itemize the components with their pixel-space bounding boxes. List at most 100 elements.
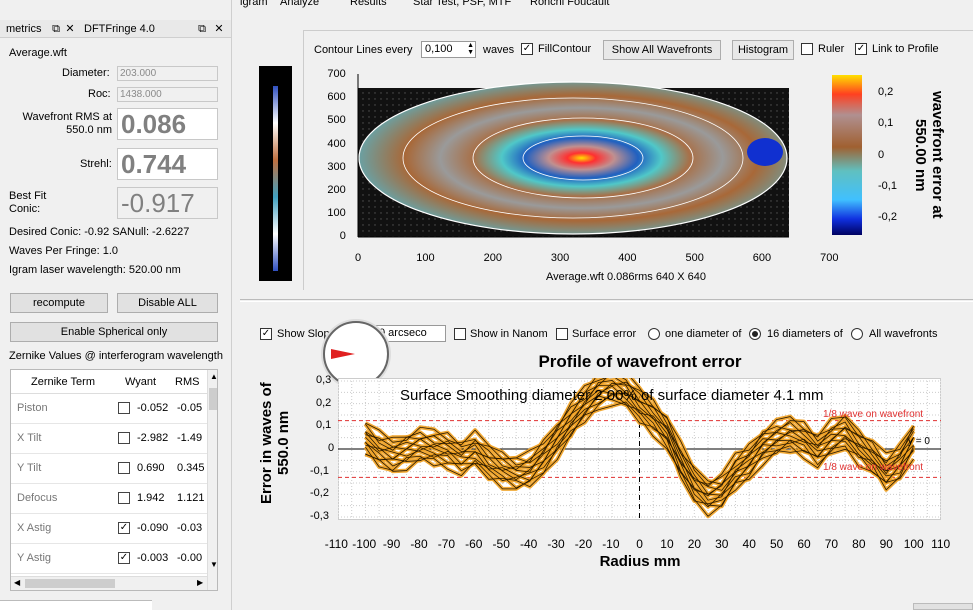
contour-y-tick: 100 (327, 207, 346, 220)
x-tick-label: 50 (769, 537, 784, 551)
diameter-field[interactable]: 203.000 (117, 66, 218, 81)
hscroll-thumb[interactable] (25, 579, 115, 588)
zernike-term: Defocus (17, 492, 58, 504)
zernike-wyant: -0.090 (137, 522, 169, 534)
col-rms[interactable]: RMS (175, 376, 200, 388)
colorbar-tick: 0 (878, 148, 885, 161)
enable-spherical-button[interactable]: Enable Spherical only (10, 322, 218, 342)
col-zernike-term[interactable]: Zernike Term (31, 376, 95, 388)
wavefront-file-name: Average.wft (9, 47, 67, 59)
tab-results[interactable]: Results (350, 0, 387, 8)
colorbar-tick: 0,2 (878, 86, 894, 98)
fill-contour-checkbox[interactable]: ✓ (521, 43, 533, 55)
surface-error-checkbox[interactable] (556, 328, 568, 340)
zernike-checkbox[interactable]: ✓ (118, 552, 130, 564)
slope-dial[interactable] (323, 321, 389, 387)
zernike-row[interactable]: Y Astig ✓ -0.003 -0.00 (11, 544, 207, 574)
show-all-wavefronts-button[interactable]: Show All Wavefronts (603, 40, 721, 60)
y-axis-label: Error in waves of 550.0 nm (258, 382, 292, 504)
histogram-button[interactable]: Histogram (732, 40, 794, 60)
x-tick-label: -100 (352, 537, 377, 551)
tab-analyze[interactable]: Analyze (280, 0, 320, 8)
rms-value: 0.086 (117, 108, 218, 140)
zernike-term: X Astig (17, 522, 52, 534)
scroll-left-icon[interactable]: ◀ (14, 578, 21, 587)
zernike-checkbox[interactable] (118, 432, 130, 444)
contour-x-tick: 500 (685, 252, 704, 264)
contour-y-tick: 200 (327, 184, 346, 196)
splitter[interactable] (240, 299, 973, 302)
contour-x-tick: 700 (820, 252, 839, 264)
spin-icon[interactable]: ▲ ▼ (467, 42, 474, 56)
x-tick-label: 90 (879, 537, 893, 551)
dock-divider (231, 0, 232, 610)
contour-spinbox[interactable]: 0,100 ▲ ▼ (421, 41, 476, 58)
upper-reference-label: 1/8 wave on wavefront (823, 409, 924, 420)
profile-chart[interactable] (338, 378, 941, 520)
zernike-rms: -0.05 (177, 402, 203, 414)
x-tick-label: -90 (382, 537, 401, 551)
slope-value: 0 arcseco (379, 327, 427, 339)
zernike-checkbox[interactable] (118, 462, 130, 474)
x-axis-label: Radius mm (599, 553, 681, 570)
zernike-row[interactable]: Y Tilt 0.690 0.345 (11, 454, 207, 484)
tab-ronchi[interactable]: Ronchi Foucault (530, 0, 610, 8)
sixteen-diameters-label: 16 diameters of (767, 328, 843, 340)
contour-plot[interactable] (300, 60, 973, 290)
contour-x-tick: 600 (752, 252, 772, 264)
zernike-wyant: 0.690 (137, 462, 165, 474)
contour-y-tick: 600 (327, 91, 346, 104)
zernike-row[interactable]: X Tilt -2.982 -1.49 (11, 424, 207, 454)
dock-tab-metrics[interactable]: metrics (6, 23, 42, 35)
dock-tab-dftfringe[interactable]: DFTFringe 4.0 (84, 23, 155, 35)
dock-titlebar: metrics ⧉ ✕ DFTFringe 4.0 ⧉ ✕ (0, 20, 232, 38)
vertical-scrollbar[interactable]: ▲ ▼ (207, 370, 218, 590)
one-diameter-radio[interactable] (648, 328, 660, 340)
y-tick-label: 0 (328, 442, 335, 454)
all-wavefronts-radio[interactable] (851, 328, 863, 340)
scroll-thumb[interactable] (209, 388, 217, 410)
show-nanometers-checkbox[interactable] (454, 328, 466, 340)
diameter-profile-line (365, 380, 914, 491)
strehl-value: 0.744 (117, 148, 218, 180)
contour-label: Contour Lines every (314, 44, 413, 56)
zernike-checkbox[interactable] (118, 402, 130, 414)
zernike-row[interactable]: Defocus 1.942 1.121 (11, 484, 207, 514)
contour-x-tick: 100 (416, 252, 435, 264)
strehl-label: Strehl: (80, 158, 112, 170)
x-tick-label: -10 (602, 537, 620, 551)
contour-x-tick: 200 (483, 252, 502, 264)
scroll-up-icon[interactable]: ▲ (210, 372, 218, 381)
roc-field[interactable]: 1438.000 (117, 87, 218, 102)
close-icon[interactable]: ✕ (214, 23, 224, 35)
link-profile-checkbox[interactable]: ✓ (855, 43, 867, 55)
tab-igram[interactable]: igram (240, 0, 268, 8)
zernike-checkbox[interactable]: ✓ (118, 522, 130, 534)
close-icon[interactable]: ✕ (65, 23, 75, 35)
contour-y-tick: 0 (339, 230, 346, 243)
x-tick-label: -30 (547, 537, 565, 551)
zernike-table[interactable]: Zernike Term Wyant RMS Piston -0.052 -0.05… (10, 369, 218, 591)
scroll-down-icon[interactable]: ▼ (210, 560, 218, 569)
slope-spinbox[interactable]: 0 arcseco (375, 325, 446, 342)
disable-all-button[interactable]: Disable ALL (117, 293, 218, 313)
zernike-checkbox[interactable] (118, 492, 130, 504)
zernike-row[interactable]: Piston -0.052 -0.05 (11, 394, 207, 424)
tab-star-test[interactable]: Star Test, PSF, MTF (413, 0, 512, 8)
bottom-right-button[interactable] (913, 603, 973, 610)
scroll-right-icon[interactable]: ▶ (197, 578, 204, 587)
horizontal-scrollbar[interactable]: ◀ ▶ (11, 576, 207, 590)
col-wyant[interactable]: Wyant (125, 376, 157, 388)
y-tick-label: 0,2 (316, 396, 332, 409)
contour-caption: Average.wft 0.086rms 640 X 640 (546, 271, 707, 283)
zernike-row[interactable]: X Astig ✓ -0.090 -0.03 (11, 514, 207, 544)
float-icon[interactable]: ⧉ (52, 23, 60, 35)
waves-label: waves (483, 44, 515, 56)
ruler-checkbox[interactable] (801, 43, 813, 55)
recompute-button[interactable]: recompute (10, 293, 108, 313)
zero-line-label: y = 0 (908, 436, 930, 447)
sixteen-diameters-radio[interactable] (749, 328, 761, 340)
show-slope-checkbox[interactable]: ✓ (260, 328, 272, 340)
float-icon[interactable]: ⧉ (198, 23, 206, 35)
all-wavefronts-label: All wavefronts (869, 328, 938, 340)
